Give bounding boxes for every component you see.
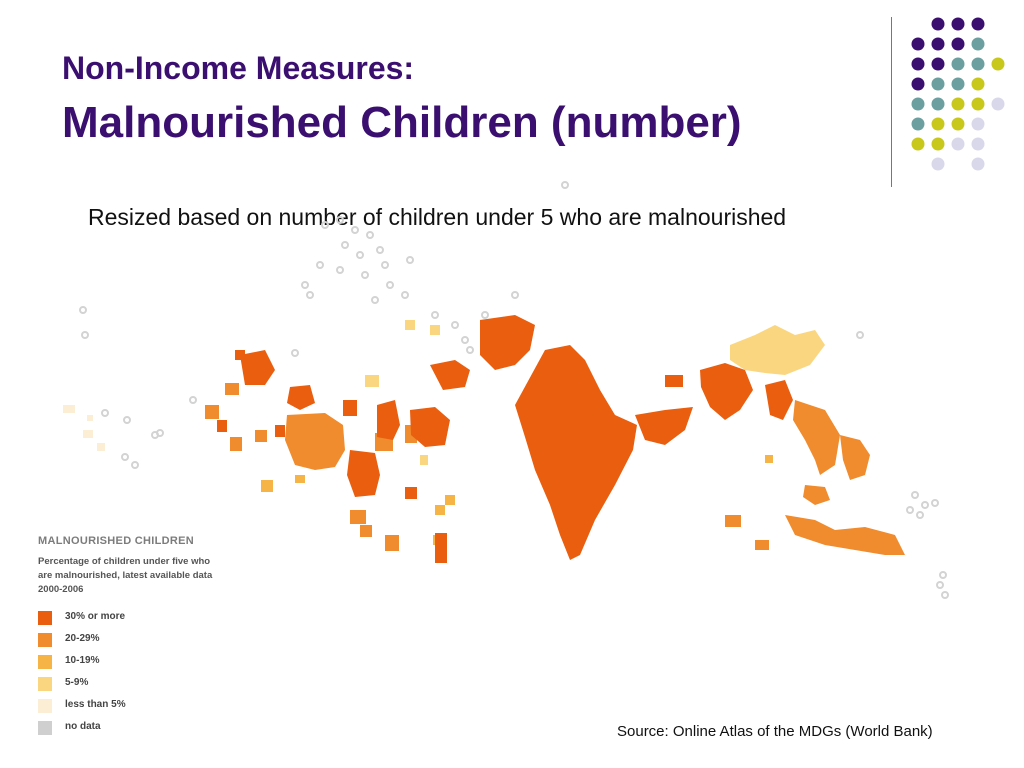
title-line-2: Malnourished Children (number) xyxy=(62,98,742,147)
legend-swatch xyxy=(38,677,52,691)
subtitle: Resized based on number of children unde… xyxy=(88,204,787,230)
legend-swatch xyxy=(38,633,52,647)
high-countries xyxy=(217,315,793,563)
cartogram-map xyxy=(63,181,949,599)
decorative-dot xyxy=(951,117,965,131)
decorative-dot xyxy=(951,97,965,111)
legend-label: no data xyxy=(65,721,101,732)
divider-line xyxy=(891,17,892,187)
decorative-dot xyxy=(951,37,965,51)
decorative-dot xyxy=(971,97,985,111)
decorative-dot xyxy=(911,97,925,111)
legend-label: 10-19% xyxy=(65,655,100,666)
source-citation: Source: Online Atlas of the MDGs (World … xyxy=(617,723,933,740)
legend-title: MALNOURISHED CHILDREN xyxy=(38,535,195,547)
decorative-dot xyxy=(971,77,985,91)
legend-swatch xyxy=(38,699,52,713)
decorative-dot xyxy=(931,57,945,71)
decorative-dot xyxy=(971,57,985,71)
decorative-dot xyxy=(931,117,945,131)
decorative-dot xyxy=(971,37,985,51)
decorative-dot xyxy=(931,157,945,171)
decorative-dot xyxy=(971,157,985,171)
decorative-dot xyxy=(971,117,985,131)
legend-label: 20-29% xyxy=(65,633,100,644)
decorative-dot xyxy=(911,37,925,51)
map-legend: MALNOURISHED CHILDREN Percentage of chil… xyxy=(38,535,258,745)
legend-swatch xyxy=(38,721,52,735)
decorative-dot xyxy=(971,17,985,31)
decorative-dot xyxy=(911,57,925,71)
decorative-dot xyxy=(931,97,945,111)
decorative-dot xyxy=(951,77,965,91)
decorative-dot xyxy=(931,17,945,31)
decorative-dot xyxy=(931,37,945,51)
decorative-dot-grid xyxy=(911,17,1005,171)
decorative-dot xyxy=(951,57,965,71)
decorative-dot xyxy=(911,77,925,91)
legend-label: less than 5% xyxy=(65,699,126,710)
legend-swatch xyxy=(38,655,52,669)
light-countries xyxy=(365,320,825,465)
decorative-dot xyxy=(991,97,1005,111)
title-line-1: Non-Income Measures: xyxy=(62,50,415,86)
decorative-dot xyxy=(931,137,945,151)
decorative-dot xyxy=(911,137,925,151)
very-light-countries xyxy=(63,405,105,451)
legend-description: Percentage of children under five who ar… xyxy=(38,556,213,595)
no-data-markers xyxy=(79,181,949,599)
legend-label: 30% or more xyxy=(65,611,126,622)
decorative-dot xyxy=(951,17,965,31)
decorative-dot xyxy=(911,117,925,131)
decorative-dot xyxy=(931,77,945,91)
legend-swatch xyxy=(38,611,52,625)
mid-light-countries xyxy=(261,455,773,545)
decorative-dot xyxy=(951,137,965,151)
decorative-dot xyxy=(991,57,1005,71)
decorative-dot xyxy=(971,137,985,151)
medium-countries xyxy=(205,383,905,555)
legend-label: 5-9% xyxy=(65,677,89,688)
